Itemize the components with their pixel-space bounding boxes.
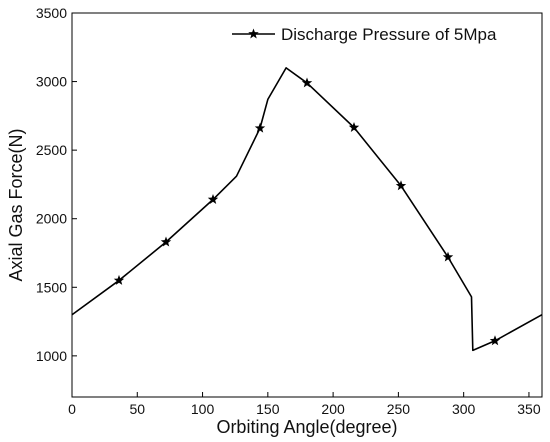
data-point-star bbox=[254, 122, 266, 133]
legend-label: Discharge Pressure of 5Mpa bbox=[281, 25, 497, 44]
x-tick-label: 50 bbox=[129, 401, 145, 417]
x-tick-label: 300 bbox=[452, 401, 476, 417]
data-point-star bbox=[207, 194, 219, 204]
y-axis-ticks: 1000 1500 2000 2500 3000 3500 bbox=[36, 5, 77, 364]
y-tick-label: 3500 bbox=[36, 5, 67, 21]
x-tick-label: 250 bbox=[387, 401, 411, 417]
x-axis-ticks: 0 50 100 150 200 250 300 350 bbox=[68, 392, 541, 417]
legend-star-marker bbox=[248, 28, 259, 39]
y-axis-title: Axial Gas Force(N) bbox=[6, 128, 26, 281]
data-point-star bbox=[442, 251, 454, 262]
x-tick-label: 100 bbox=[191, 401, 215, 417]
plot-frame bbox=[71, 12, 543, 398]
y-tick-label: 2500 bbox=[36, 142, 67, 158]
data-point-star bbox=[301, 77, 313, 88]
x-tick-label: 200 bbox=[321, 401, 345, 417]
y-tick-label: 3000 bbox=[36, 74, 67, 90]
x-tick-label: 350 bbox=[517, 401, 541, 417]
y-tick-label: 1500 bbox=[36, 279, 67, 295]
x-axis-title: Orbiting Angle(degree) bbox=[216, 417, 397, 437]
data-point-star bbox=[160, 236, 172, 247]
y-tick-label: 1000 bbox=[36, 348, 67, 364]
x-tick-label: 0 bbox=[68, 401, 76, 417]
y-tick-label: 2000 bbox=[36, 211, 67, 227]
data-point-star bbox=[395, 180, 407, 191]
series-layer bbox=[71, 67, 543, 352]
data-point-star bbox=[348, 122, 360, 132]
series-line bbox=[71, 67, 543, 352]
data-point-star bbox=[113, 274, 125, 285]
data-point-star bbox=[489, 335, 501, 346]
legend: Discharge Pressure of 5Mpa bbox=[232, 25, 497, 44]
x-tick-label: 150 bbox=[256, 401, 280, 417]
